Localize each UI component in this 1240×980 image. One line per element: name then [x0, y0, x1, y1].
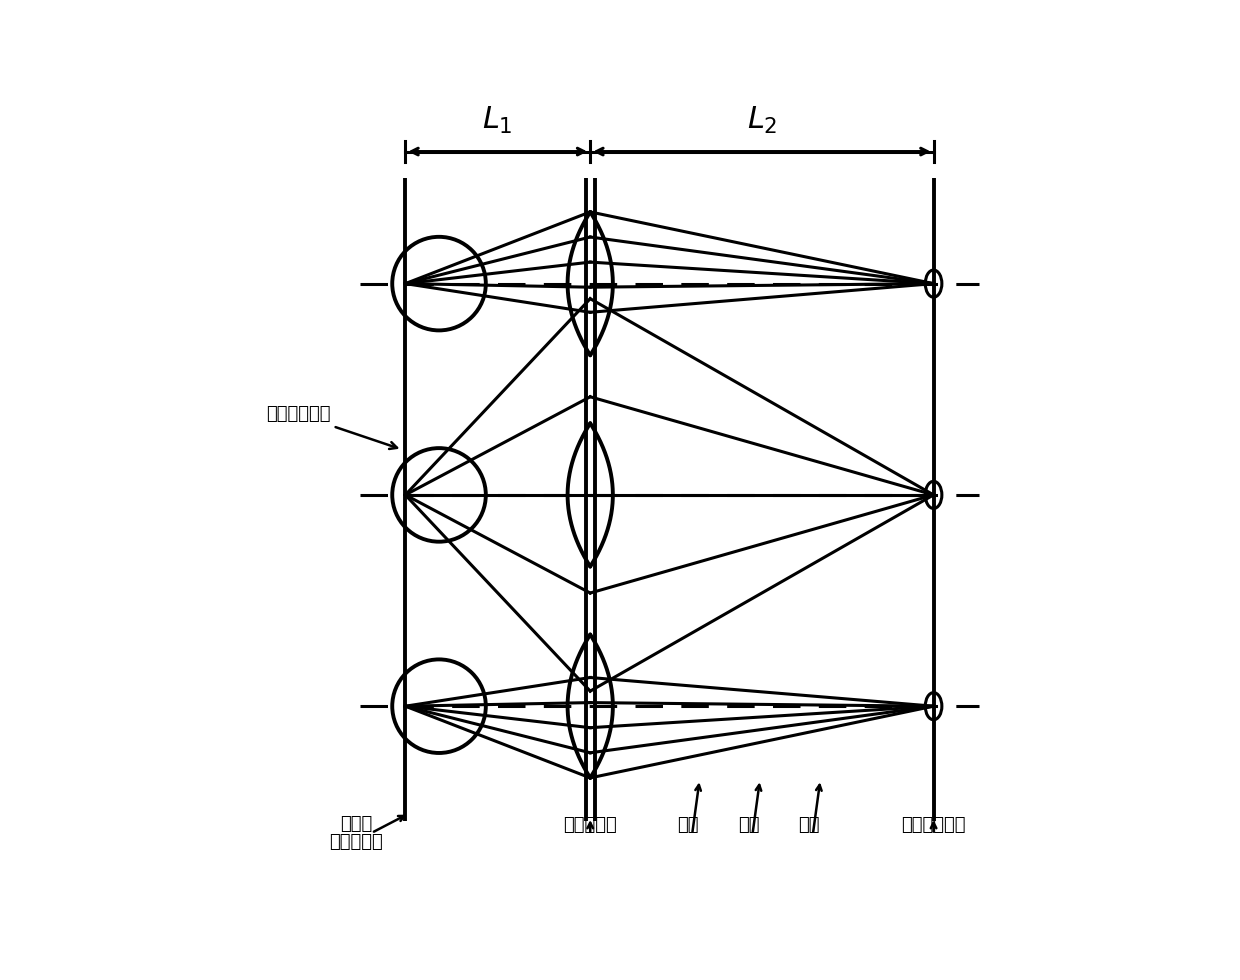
Text: $L_1$: $L_1$ — [482, 106, 513, 136]
Text: 超半球: 超半球 — [340, 815, 372, 833]
Text: 波束: 波束 — [799, 816, 820, 835]
Text: 波束: 波束 — [738, 816, 759, 835]
Text: 薄透镜阵列: 薄透镜阵列 — [563, 816, 618, 835]
Text: 平面天线阵列: 平面天线阵列 — [265, 406, 397, 449]
Text: $L_2$: $L_2$ — [746, 106, 777, 136]
Text: 望远镜焦平面: 望远镜焦平面 — [901, 816, 966, 835]
Text: 波束: 波束 — [677, 816, 699, 835]
Text: 硬透镜阵列: 硬透镜阵列 — [330, 833, 383, 851]
